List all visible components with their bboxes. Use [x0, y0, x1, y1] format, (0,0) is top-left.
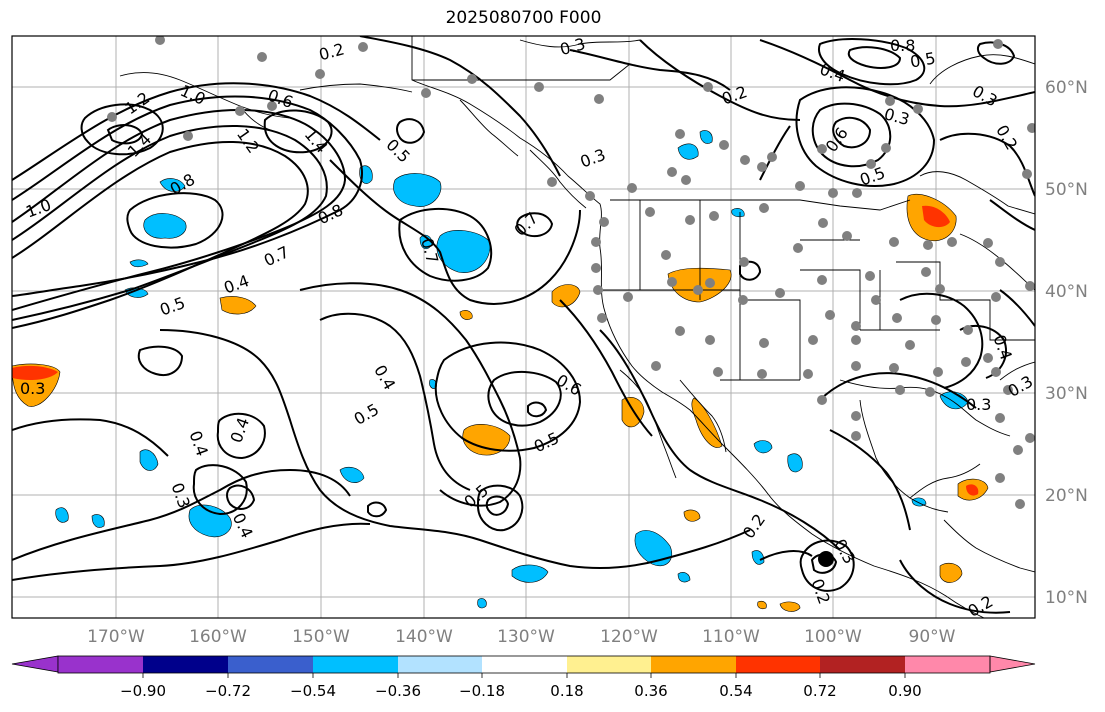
lon-label: 100°W: [804, 627, 862, 647]
colorbar-swatch: [398, 656, 482, 673]
graticule: [12, 36, 1035, 618]
lat-label: 20°N: [1045, 486, 1088, 506]
colorbar-label: 0.36: [634, 682, 667, 700]
colorbar-label: 0.90: [888, 682, 921, 700]
strong-positive-fills: [12, 205, 979, 565]
low-center-marker: [818, 551, 834, 567]
colorbar-label: 0.18: [550, 682, 583, 700]
lat-label: 50°N: [1045, 180, 1088, 200]
lon-label: 150°W: [292, 627, 350, 647]
lon-label: 140°W: [395, 627, 453, 647]
lon-label: 90°W: [909, 627, 956, 647]
contour-label: 0.3: [20, 379, 45, 398]
colorbar-swatch: [736, 656, 820, 673]
colorbar-swatch: [143, 656, 228, 673]
lat-label: 60°N: [1045, 78, 1088, 98]
colorbar-swatch: [567, 656, 651, 673]
station-dots: [107, 36, 1035, 509]
colorbar-label: 0.54: [719, 682, 752, 700]
lat-label: 10°N: [1045, 588, 1088, 608]
contour-label: 0.3: [966, 395, 991, 414]
map-title: 2025080700 F000: [445, 8, 602, 28]
lon-tick-labels: 170°W 160°W 150°W 140°W 130°W 120°W 110°…: [87, 627, 956, 647]
contour-label: 0.5: [909, 48, 937, 71]
map-frame: [11, 35, 1036, 619]
coastlines: [119, 36, 1035, 618]
colorbar-label: −0.36: [375, 682, 421, 700]
colorbar-label: 0.72: [803, 682, 836, 700]
colorbar-swatch: [905, 656, 990, 673]
lon-label: 120°W: [600, 627, 658, 647]
lon-label: 170°W: [87, 627, 145, 647]
colorbar-label: −0.90: [120, 682, 166, 700]
colorbar-swatch: [313, 656, 398, 673]
colorbar-swatch: [58, 656, 143, 673]
colorbar-swatch: [482, 656, 567, 673]
colorbar-label: −0.54: [290, 682, 336, 700]
colorbar-swatch: [651, 656, 736, 673]
lon-label: 110°W: [702, 627, 760, 647]
lon-label: 130°W: [497, 627, 555, 647]
colorbar: −0.90 −0.72 −0.54 −0.36 −0.18 0.18 0.36 …: [11, 655, 1036, 700]
lat-tick-labels: 60°N 50°N 40°N 30°N 20°N 10°N: [1045, 78, 1088, 608]
colorbar-high-extend: [989, 655, 1036, 673]
contours: [12, 36, 1035, 614]
colorbar-swatch: [820, 656, 905, 673]
contour-label: 0.3: [558, 34, 588, 59]
map-panel: 0.2 0.3 0.8 0.5 0.4 1.2 1.0 0.6 1.4 1.2 …: [12, 34, 1035, 618]
colorbar-low-extend: [11, 655, 59, 673]
colorbar-label: −0.18: [459, 682, 505, 700]
colorbar-swatch: [228, 656, 313, 673]
lon-label: 160°W: [189, 627, 247, 647]
negative-anomaly-fills: [55, 130, 969, 609]
lat-label: 30°N: [1045, 384, 1088, 404]
lat-label: 40°N: [1045, 282, 1088, 302]
contour-label: 0.8: [890, 36, 915, 55]
colorbar-label: −0.72: [205, 682, 251, 700]
